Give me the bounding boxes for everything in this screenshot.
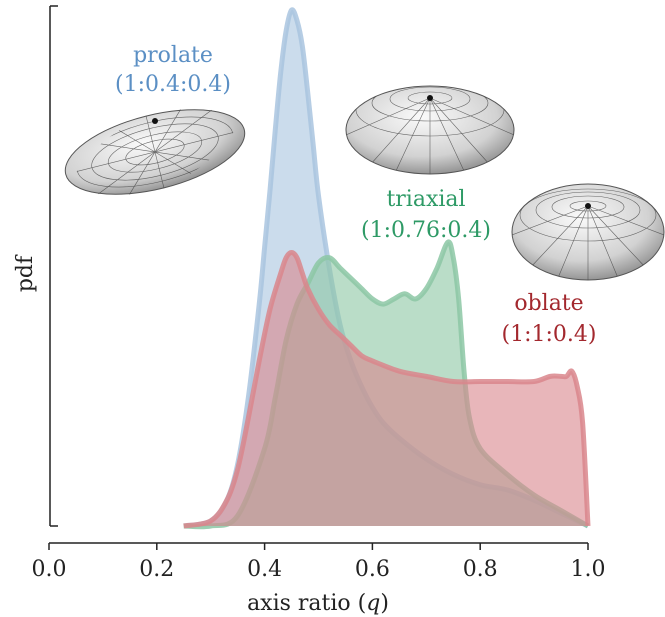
prolate-spheroid-icon: [64, 109, 246, 195]
annotation-triaxial-ratio: (1:0.76:0.4): [361, 218, 491, 243]
x-ticks: 0.0 0.2 0.4 0.6 0.8 1.0: [32, 543, 606, 582]
x-tick-label: 0.0: [32, 557, 67, 582]
oblate-spheroid-icon: [511, 183, 665, 281]
annotation-prolate: prolate (1:0.4:0.4): [115, 43, 231, 97]
x-tick-label: 0.2: [139, 557, 174, 582]
annotation-oblate: oblate (1:1:0.4): [502, 291, 597, 347]
x-tick-label: 1.0: [571, 557, 606, 582]
annotation-triaxial: triaxial (1:0.76:0.4): [361, 187, 491, 243]
triaxial-ellipsoid-icon: [345, 85, 515, 175]
annotation-oblate-name: oblate: [514, 291, 583, 316]
x-axis-label: axis ratio (q): [247, 591, 389, 616]
series-oblate-line: [183, 250, 591, 529]
annotation-triaxial-name: triaxial: [386, 187, 465, 212]
x-tick-label: 0.4: [247, 557, 282, 582]
y-axis-label: pdf: [13, 254, 38, 292]
annotation-oblate-ratio: (1:1:0.4): [502, 322, 597, 347]
annotation-prolate-name: prolate: [133, 43, 213, 68]
x-tick-label: 0.6: [355, 557, 390, 582]
annotation-prolate-ratio: (1:0.4:0.4): [115, 72, 231, 97]
x-tick-label: 0.8: [463, 557, 498, 582]
plot-areas: [183, 7, 591, 530]
series-oblate-area: [183, 252, 588, 526]
axes: 0.0 0.2 0.4 0.6 0.8 1.0 pdf axis ratio (q): [13, 5, 606, 616]
